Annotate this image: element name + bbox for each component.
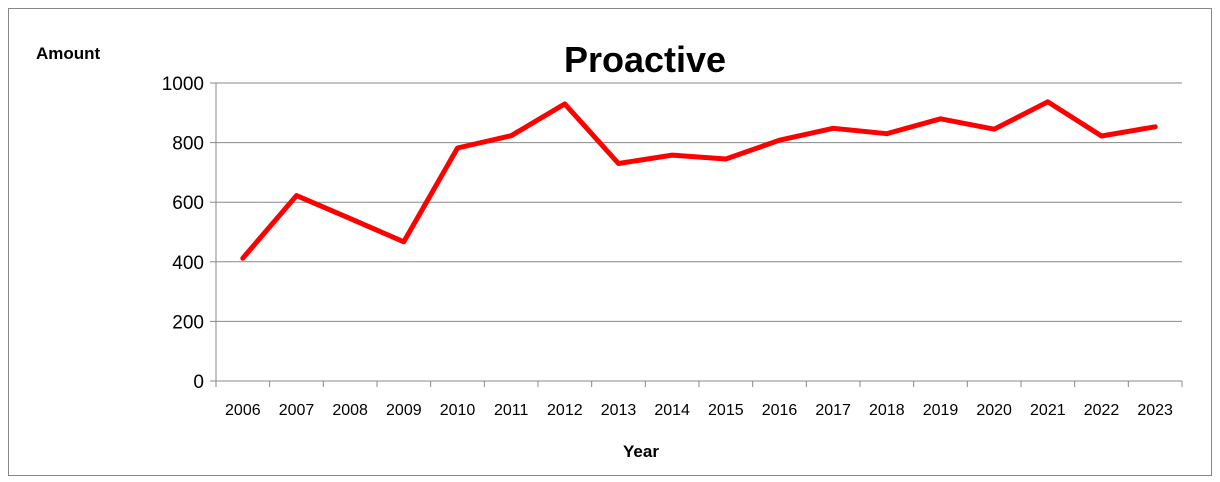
x-tick-label: 2008	[332, 402, 368, 419]
x-tick-label: 2006	[225, 402, 261, 419]
x-axis-title: Year	[623, 442, 659, 461]
x-tick-label: 2009	[386, 402, 422, 419]
x-tick-label: 2007	[279, 402, 315, 419]
x-tick-label: 2017	[815, 402, 851, 419]
chart-frame	[8, 8, 1212, 476]
axes	[210, 82, 1183, 387]
x-tick-label: 2023	[1137, 402, 1173, 419]
y-tick-label: 1000	[162, 74, 204, 95]
gridlines	[216, 82, 1182, 322]
x-tick-label: 2016	[762, 402, 798, 419]
y-tick-label: 800	[172, 134, 204, 155]
x-tick-label: 2021	[1030, 402, 1066, 419]
x-tick-label: 2013	[601, 402, 637, 419]
x-tick-label: 2010	[440, 402, 476, 419]
series-line	[240, 99, 1158, 261]
y-tick-label: 200	[172, 312, 204, 333]
y-tick-label: 0	[193, 372, 204, 393]
y-tick-labels: 0 200 400 600 800 1000	[162, 74, 204, 393]
chart-title: Proactive	[564, 39, 726, 80]
x-tick-label: 2015	[708, 402, 744, 419]
x-tick-label: 2022	[1084, 402, 1120, 419]
x-tick-label: 2018	[869, 402, 905, 419]
y-tick-label: 600	[172, 193, 204, 214]
x-tick-label: 2011	[494, 402, 529, 419]
x-tick-label: 2012	[547, 402, 583, 419]
y-axis-title: Amount	[36, 44, 101, 63]
x-tick-label: 2020	[976, 402, 1012, 419]
x-tick-labels: 2006 2007 2008 2009 2010 2011 2012 2013 2014 2015…	[225, 402, 1173, 419]
y-tick-label: 400	[172, 253, 204, 274]
x-tick-label: 2014	[654, 402, 690, 419]
x-tick-label: 2019	[923, 402, 959, 419]
series-group	[240, 99, 1158, 261]
